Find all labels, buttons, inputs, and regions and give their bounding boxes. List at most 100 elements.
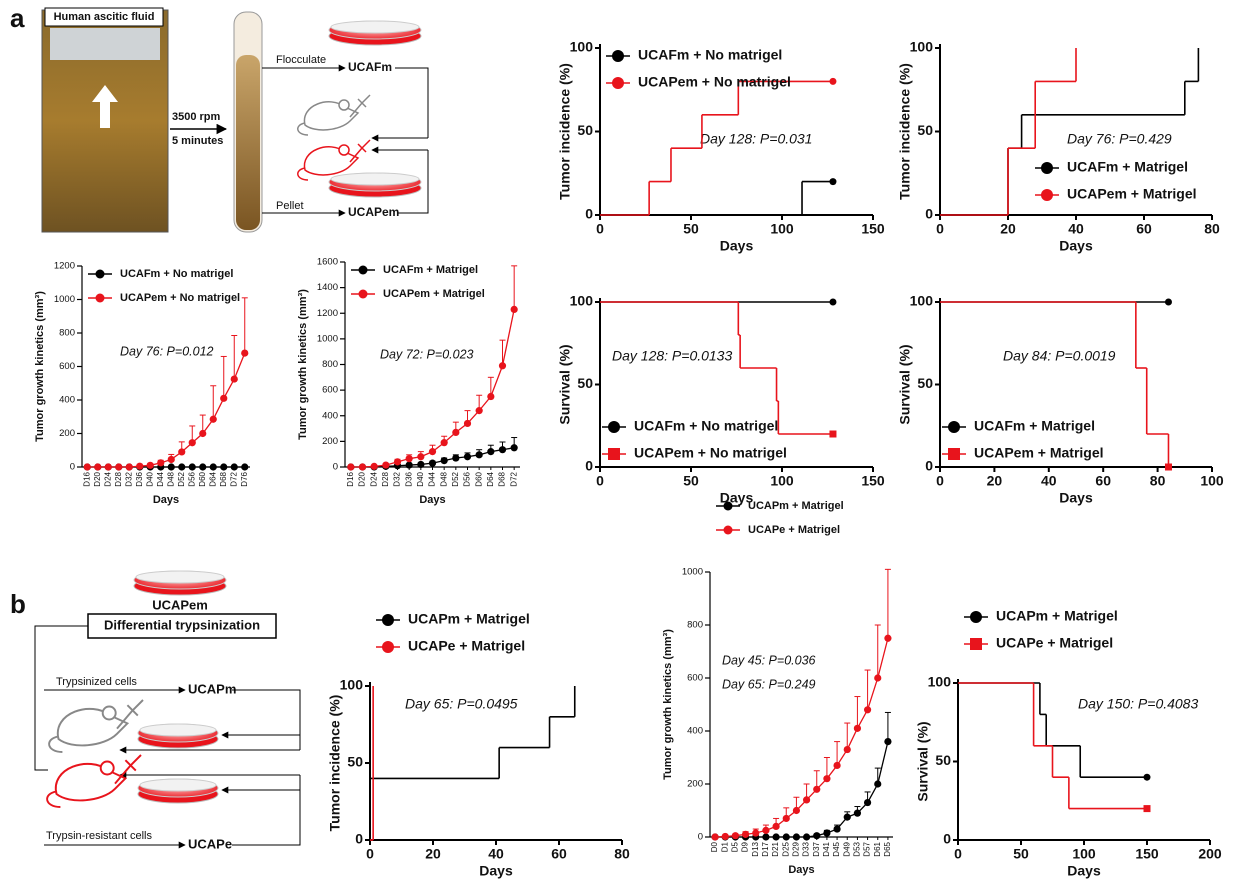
annotation: Day 76: P=0.012 — [120, 344, 214, 358]
mouse-body — [56, 707, 130, 747]
x-tick-label: 0 — [936, 473, 944, 489]
marker — [1041, 162, 1053, 174]
mouse-tail — [297, 122, 309, 136]
x-tick-label: D28 — [114, 471, 123, 486]
x-tick-label: D72 — [229, 471, 238, 486]
series-line — [350, 309, 515, 468]
marker — [487, 448, 495, 456]
x-tick-label: D32 — [124, 471, 133, 486]
ucape-label: UCAPe — [188, 836, 232, 851]
x-tick-label: 40 — [1041, 473, 1057, 489]
x-tick-label: D24 — [369, 471, 378, 486]
y-tick-label: 100 — [928, 674, 952, 690]
marker — [723, 525, 733, 535]
y-tick-label: 1000 — [54, 294, 75, 305]
y-tick-label: 1200 — [317, 308, 338, 319]
y-tick-label: 0 — [698, 832, 703, 843]
x-tick-label: D33 — [802, 841, 811, 856]
y-tick-label: 0 — [925, 458, 933, 474]
x-tick-label: 100 — [1200, 473, 1224, 489]
mouse-body — [303, 146, 360, 176]
mouse-tail — [297, 167, 309, 181]
y-tick-label: 800 — [322, 359, 338, 370]
label-box — [87, 613, 277, 639]
label-box — [44, 7, 164, 27]
x-tick-label: D9 — [741, 841, 750, 852]
y-axis-label: Tumor incidence (%) — [557, 63, 573, 200]
x-tick-label: D5 — [731, 841, 740, 852]
marker — [220, 394, 228, 402]
marker — [829, 430, 837, 438]
legend-label: UCAPem + Matrigel — [1067, 186, 1197, 202]
x-tick-label: 60 — [551, 846, 567, 862]
marker — [136, 462, 144, 470]
mouse-icon — [297, 139, 371, 181]
x-tick-label: 50 — [1013, 846, 1029, 862]
y-tick-label: 400 — [59, 395, 75, 406]
x-tick-label: D44 — [428, 471, 437, 486]
x-tick-label: 0 — [596, 473, 604, 489]
marker — [188, 439, 196, 447]
annotation: Day 84: P=0.0019 — [1003, 348, 1116, 364]
x-tick-label: D60 — [474, 471, 483, 486]
legend-label: UCAFm + Matrigel — [383, 264, 478, 276]
panel-label: b — [10, 589, 26, 619]
y-tick-label: 0 — [925, 206, 933, 222]
syringe — [114, 754, 142, 785]
x-tick-label: 80 — [1150, 473, 1166, 489]
x-tick-label: 100 — [770, 473, 794, 489]
y-tick-label: 200 — [59, 428, 75, 439]
marker — [104, 463, 112, 471]
flocculate-label: Flocculate — [276, 54, 326, 66]
x-tick-label: D17 — [761, 841, 770, 856]
y-axis-label: Tumor growth kinetics (mm³) — [662, 629, 674, 780]
y-tick-label: 0 — [333, 462, 338, 473]
marker — [741, 830, 750, 838]
marker — [863, 798, 872, 807]
marker — [802, 796, 811, 804]
connector — [395, 67, 429, 138]
ucapm-label: UCAPm — [188, 681, 236, 696]
marker — [452, 454, 460, 462]
legend-label: UCAPm + Matrigel — [748, 500, 844, 512]
marker — [393, 458, 402, 466]
marker — [475, 407, 483, 415]
marker — [220, 463, 228, 471]
mouse-icon — [48, 699, 144, 753]
marker — [230, 463, 238, 471]
marker — [125, 463, 133, 471]
y-axis-label: Survival (%) — [915, 721, 931, 801]
y-axis-label: Survival (%) — [557, 344, 573, 424]
dish-rim — [135, 570, 225, 584]
annotation: Day 150: P=0.4083 — [1078, 696, 1198, 712]
series-line — [87, 352, 246, 468]
annotation: Day 65: P=0.0495 — [405, 696, 518, 712]
x-tick-label: D40 — [145, 471, 154, 486]
marker — [370, 462, 378, 470]
x-tick-label: D32 — [393, 471, 402, 486]
marker — [167, 455, 175, 464]
marker — [95, 269, 105, 279]
spin-speed: 3500 rpm — [172, 111, 221, 123]
x-tick-label: D45 — [832, 841, 841, 856]
x-tick-label: D57 — [863, 841, 872, 856]
y-tick-label: 50 — [347, 754, 363, 770]
marker — [358, 265, 368, 275]
x-tick-label: 40 — [1068, 221, 1084, 237]
marker — [970, 611, 982, 623]
marker — [772, 833, 780, 841]
marker — [83, 463, 91, 471]
x-tick-label: D64 — [486, 471, 495, 486]
y-tick-label: 0 — [585, 206, 593, 222]
x-tick-label: D68 — [219, 471, 228, 486]
y-tick-label: 400 — [322, 410, 338, 421]
y-tick-label: 200 — [322, 436, 338, 447]
x-tick-label: 40 — [488, 846, 504, 862]
trypsinization-label: Differential trypsinization — [104, 617, 260, 632]
annotation: Day 128: P=0.031 — [700, 131, 812, 147]
marker — [510, 444, 518, 452]
x-tick-label: 0 — [954, 846, 962, 862]
x-tick-label: D37 — [812, 841, 821, 856]
y-axis-label: Tumor incidence (%) — [327, 695, 343, 832]
marker — [884, 634, 892, 642]
